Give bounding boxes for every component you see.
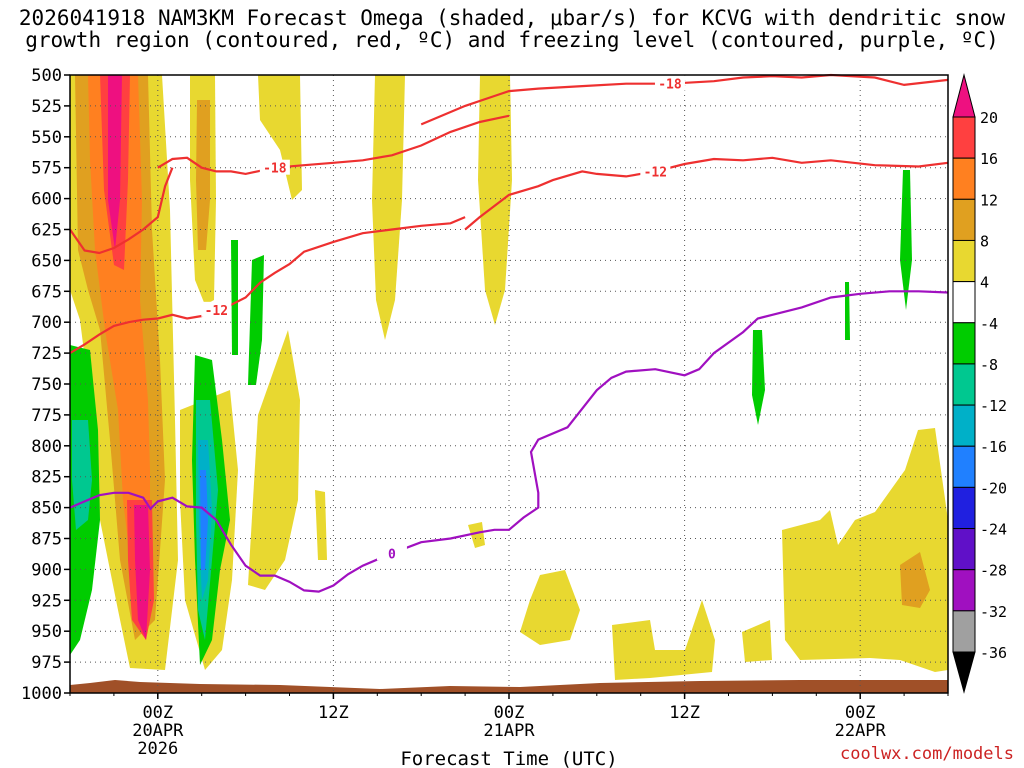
y-tick-label-825: 825 [31, 468, 62, 488]
omega-region-3 [88, 75, 150, 600]
contour-6 [69, 290, 949, 593]
omega-region-12 [72, 420, 92, 530]
colorbar-segment-6 [952, 322, 976, 365]
omega-region-6 [108, 75, 122, 250]
colorbar-segment-12 [952, 569, 976, 612]
colorbar-label-4: 8 [980, 232, 989, 250]
colorbar-label-11: -24 [980, 521, 1007, 539]
contour-label-3: -12 [644, 165, 667, 180]
y-tick-label-975: 975 [31, 653, 62, 673]
contour-label-4: -12 [205, 304, 228, 319]
y-tick-label-600: 600 [31, 190, 62, 210]
contour-label-bg-2 [259, 159, 290, 175]
contour-label-bg-6 [376, 545, 407, 561]
omega-region-24 [468, 522, 485, 548]
omega-region-29 [900, 552, 930, 608]
y-tick-label-750: 750 [31, 375, 62, 395]
y-tick-label-625: 625 [31, 221, 62, 241]
contour-label-2: -18 [263, 162, 287, 177]
y-tick-label-700: 700 [31, 313, 62, 333]
y-tick-label-775: 775 [31, 406, 62, 426]
colorbar-label-14: -36 [980, 644, 1007, 662]
contour-label-6: 0 [388, 547, 396, 562]
contour-label-bg-4 [201, 301, 232, 317]
y-tick-label-850: 850 [31, 499, 62, 519]
colorbar-label-9: -16 [980, 438, 1007, 456]
colorbar-segment-8 [952, 404, 976, 447]
omega-region-9 [196, 100, 210, 250]
y-tick-label-500: 500 [31, 66, 62, 86]
y-tick-label-925: 925 [31, 591, 62, 611]
y-tick-label-875: 875 [31, 530, 62, 550]
x-tick-label-h42: 12Z [669, 703, 700, 723]
terrain-surface [70, 680, 948, 693]
colorbar-bottom-arrow [952, 651, 976, 694]
colorbar-label-3: 12 [980, 191, 998, 209]
colorbar-label-8: -12 [980, 397, 1007, 415]
colorbar-top-arrow [952, 73, 976, 118]
omega-region-28 [782, 428, 948, 672]
colorbar-label-1: 20 [980, 109, 998, 127]
y-tick-label-575: 575 [31, 159, 62, 179]
contour-5 [69, 167, 174, 255]
colorbar-label-6: -4 [980, 315, 998, 333]
y-tick-label-550: 550 [31, 128, 62, 148]
omega-region-16 [200, 470, 208, 570]
colorbar-segment-11 [952, 528, 976, 571]
x-tick-label-h18: 12Z [318, 703, 349, 723]
chart-title-line-1: 2026041918 NAM3KM Forecast Omega (shaded… [18, 6, 1006, 30]
omega-region-18 [248, 255, 264, 385]
colorbar-segment-3 [952, 198, 976, 241]
y-tick-label-525: 525 [31, 97, 62, 117]
x-tick-label-h6: 00Z [142, 703, 173, 723]
chart-title-line-2: growth region (contoured, red, ºC) and f… [25, 28, 999, 52]
x-tick-date-h6: 20APR [132, 721, 184, 741]
y-tick-label-725: 725 [31, 344, 62, 364]
omega-region-27 [742, 620, 772, 662]
colorbar-label-7: -8 [980, 356, 998, 374]
colorbar-label-13: -32 [980, 603, 1007, 621]
colorbar-segment-7 [952, 363, 976, 406]
x-tick-year-h6: 2026 [137, 739, 178, 759]
y-tick-label-1000: 1000 [21, 684, 62, 704]
y-tick-label-950: 950 [31, 622, 62, 642]
x-tick-date-h30: 21APR [483, 721, 535, 741]
contour-label-bg-3 [640, 163, 671, 179]
colorbar-label-5: 4 [980, 274, 989, 292]
grid-lines [70, 75, 948, 693]
site-credit: coolwx.com/models [840, 744, 1014, 764]
omega-region-30 [752, 330, 765, 425]
omega-region-22 [372, 75, 405, 340]
colorbar-label-2: 16 [980, 150, 998, 168]
x-tick-date-h54: 22APR [835, 721, 887, 741]
x-tick-label-h54: 00Z [845, 703, 876, 723]
x-tick-label-h30: 00Z [494, 703, 525, 723]
x-axis-title: Forecast Time (UTC) [400, 748, 617, 768]
y-tick-label-650: 650 [31, 251, 62, 271]
omega-region-23 [478, 75, 512, 325]
contour-label-1: -18 [658, 78, 682, 93]
omega-region-25 [520, 570, 580, 645]
omega-shading [70, 75, 948, 680]
colorbar-segment-13 [952, 610, 976, 653]
omega-region-17 [231, 240, 238, 355]
omega-region-21 [315, 490, 327, 560]
colorbar-segment-1 [952, 116, 976, 159]
colorbar-segment-9 [952, 445, 976, 488]
colorbar-segment-10 [952, 486, 976, 530]
contour-label-bg-1 [654, 75, 685, 91]
colorbar-label-12: -28 [980, 562, 1007, 580]
y-tick-label-900: 900 [31, 560, 62, 580]
colorbar-segment-2 [952, 157, 976, 200]
omega-region-20 [248, 330, 300, 590]
omega-region-31 [900, 170, 912, 310]
colorbar-segment-4 [952, 239, 976, 283]
contour-1 [420, 73, 949, 126]
colorbar-segment-5 [952, 281, 976, 324]
omega-region-26 [612, 600, 715, 680]
colorbar-label-10: -20 [980, 479, 1007, 497]
y-tick-label-675: 675 [31, 282, 62, 302]
y-tick-label-800: 800 [31, 437, 62, 457]
